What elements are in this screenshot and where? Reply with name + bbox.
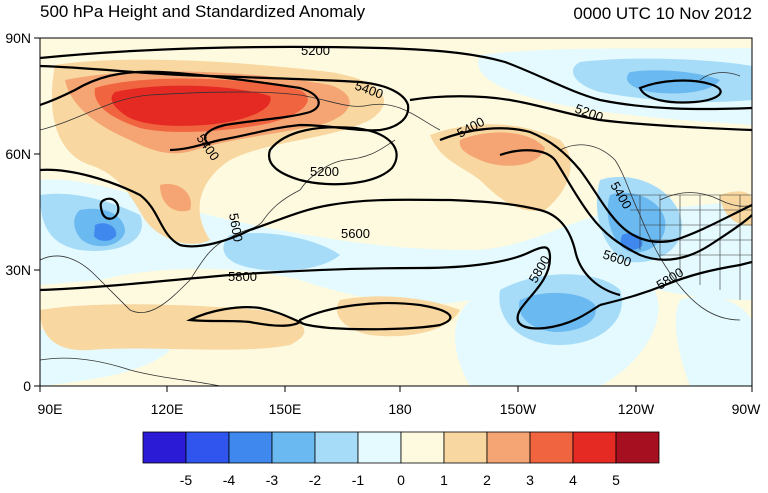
legend-label: 2	[483, 472, 491, 488]
legend-swatch	[271, 431, 316, 464]
legend-swatch	[314, 431, 359, 464]
legend-swatch	[400, 431, 445, 464]
contour-label: 5200	[310, 164, 339, 179]
contour-5200-north	[40, 45, 752, 111]
legend-label: -4	[223, 472, 236, 488]
legend-label: -1	[352, 472, 365, 488]
map-area: 5200 5400 5200 5400 5200 5400 5600 5800 …	[40, 38, 752, 386]
lon-axis	[39, 386, 753, 392]
lat-axis	[34, 37, 40, 387]
anomaly-positive-5	[111, 85, 271, 126]
contour-5200-ak	[409, 95, 752, 132]
lon-label: 150W	[500, 401, 537, 417]
legend-label: 3	[526, 472, 534, 488]
legend-label: -5	[180, 472, 193, 488]
state-boundaries	[620, 194, 752, 300]
legend-label: -3	[266, 472, 279, 488]
contour-small-cutoff	[99, 197, 120, 220]
contour-label: 5800	[228, 269, 257, 284]
legend-swatch	[529, 431, 574, 464]
lat-labels: 90N 60N 30N 0	[5, 30, 31, 394]
contour-5800-east	[599, 260, 752, 307]
legend-label: 5	[612, 472, 620, 488]
anomaly-negative-3	[74, 70, 720, 332]
lat-label: 60N	[5, 146, 31, 162]
map-frame	[39, 37, 753, 387]
legend-label: 0	[397, 472, 405, 488]
contour-label: 5600	[226, 212, 246, 243]
contour-5600-low	[40, 168, 621, 297]
contour-5200-closed-ne	[638, 79, 722, 104]
legend-swatch	[486, 431, 531, 464]
height-contours	[40, 45, 752, 331]
lon-label: 120W	[618, 401, 655, 417]
contour-label: 5600	[341, 226, 370, 241]
lat-label: 90N	[5, 30, 31, 46]
legend-swatch	[572, 431, 617, 464]
contour-5600-trough	[499, 149, 752, 261]
contour-5200-low	[267, 126, 398, 186]
contour-5800-south	[40, 246, 601, 330]
legend-swatch	[615, 431, 660, 464]
lon-label: 90W	[732, 401, 762, 417]
contour-5400-ridge	[40, 70, 320, 146]
lat-label: 0	[23, 378, 31, 394]
lat-label: 30N	[5, 262, 31, 278]
contour-5400-trough	[439, 127, 752, 243]
legend-label: 1	[440, 472, 448, 488]
lon-label: 150E	[269, 401, 302, 417]
figure-title: 500 hPa Height and Standardized Anomaly	[40, 2, 366, 21]
legend-swatch	[142, 431, 187, 464]
lon-label: 120E	[151, 401, 184, 417]
lon-label: 180	[388, 401, 412, 417]
color-legend: -5 -4 -3 -2 -1 0 1 2 3 4 5	[142, 431, 660, 488]
contour-label: 5200	[301, 43, 330, 58]
valid-time: 0000 UTC 10 Nov 2012	[573, 4, 752, 23]
legend-swatch	[228, 431, 273, 464]
legend-swatch	[357, 431, 402, 464]
legend-swatch	[443, 431, 488, 464]
lon-label: 90E	[38, 401, 63, 417]
legend-label: -2	[309, 472, 322, 488]
contour-5800-wp	[298, 302, 452, 331]
legend-label: 4	[569, 472, 577, 488]
lon-labels: 90E 120E 150E 180 150W 120W 90W	[38, 401, 762, 417]
legend-swatch	[185, 431, 230, 464]
